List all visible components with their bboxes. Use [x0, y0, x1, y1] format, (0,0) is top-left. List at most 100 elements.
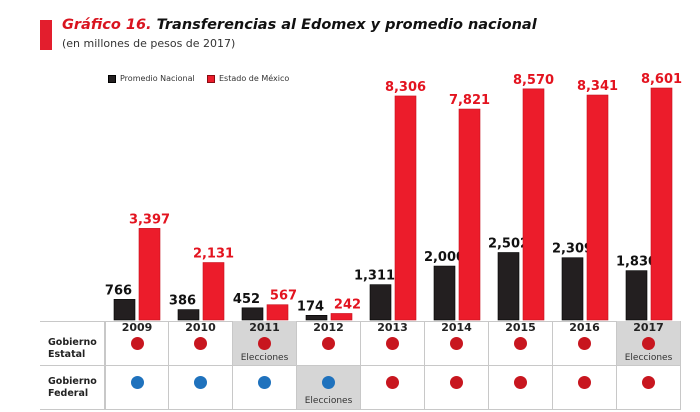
- bar-estado-de-mexico-2015: [522, 88, 545, 321]
- table-cell-federal-2010: [169, 366, 233, 410]
- bar-estado-de-mexico-2011: [266, 304, 289, 321]
- label-estado-de-mexico-2014: 7,821: [449, 93, 490, 108]
- label-estado-de-mexico-2015: 8,570: [513, 73, 554, 88]
- bar-promedio-nacional-2012: [305, 315, 328, 321]
- red-dot-icon: [450, 376, 463, 389]
- blue-dot-icon: [130, 376, 144, 389]
- table-cell-estatal-2011: 2011 Elecciones: [233, 321, 297, 366]
- table-cell-federal-2011: [233, 366, 297, 410]
- blue-dot-icon: [322, 376, 335, 389]
- bar-promedio-nacional-2009: [113, 299, 136, 321]
- bar-promedio-nacional-2011: [241, 307, 264, 321]
- bar-promedio-nacional-2015: [497, 252, 520, 321]
- label-promedio-nacional-2014: 2,000: [424, 250, 465, 265]
- title-accent-bar: [40, 20, 52, 50]
- bar-promedio-nacional-2013: [369, 284, 392, 321]
- bar-promedio-nacional-2016: [561, 257, 584, 321]
- chart-title-text: Transferencias al Edomex y promedio naci…: [151, 17, 537, 33]
- label-estado-de-mexico-2011: 567: [270, 289, 297, 304]
- red-dot-icon: [514, 376, 527, 389]
- red-dot-icon: [450, 337, 463, 350]
- year-label: 2014: [441, 321, 472, 334]
- legend-item-promedio-nacional: Promedio Nacional: [108, 74, 195, 83]
- table-cell-estatal-2012: 2012: [297, 321, 361, 366]
- table-cell-federal-2015: [489, 366, 553, 410]
- red-dot-icon: [578, 376, 591, 389]
- year-label: 2016: [569, 321, 600, 334]
- bar-estado-de-mexico-2016: [586, 94, 609, 321]
- bar-estado-de-mexico-2014: [458, 108, 481, 321]
- label-promedio-nacional-2010: 386: [169, 294, 196, 309]
- table-cell-federal-2016: [553, 366, 617, 410]
- table-cell-estatal-2013: 2013: [361, 321, 425, 366]
- bar-estado-de-mexico-2009: [138, 228, 161, 321]
- label-promedio-nacional-2017: 1,830: [616, 255, 657, 270]
- red-dot-icon: [386, 376, 399, 389]
- legend-label: Estado de México: [219, 74, 290, 83]
- bar-promedio-nacional-2017: [625, 270, 648, 321]
- red-dot-icon: [130, 337, 144, 350]
- table-label-cell: [40, 321, 105, 366]
- year-label: 2015: [505, 321, 536, 334]
- bar-estado-de-mexico-2013: [394, 95, 417, 321]
- year-label: 2009: [121, 321, 153, 334]
- label-estado-de-mexico-2016: 8,341: [577, 79, 618, 94]
- label-promedio-nacional-2011: 452: [233, 292, 260, 307]
- table-label-cell: [40, 366, 105, 410]
- row-label-line1: Gobierno: [48, 376, 97, 387]
- blue-dot-icon: [194, 376, 207, 389]
- table-cell-estatal-2010: 2010: [169, 321, 233, 366]
- table-cell-estatal-2009: 2009: [105, 321, 169, 366]
- label-estado-de-mexico-2013: 8,306: [385, 80, 426, 95]
- blue-dot-icon: [258, 376, 271, 389]
- label-promedio-nacional-2012: 174: [297, 299, 324, 314]
- red-dot-icon: [322, 337, 335, 350]
- year-label: 2017: [633, 321, 664, 334]
- row-label-gobierno-estatal: Gobierno Estatal: [48, 337, 97, 361]
- table-cell-federal-2013: [361, 366, 425, 410]
- year-label: 2011: [249, 321, 280, 334]
- row-label-gobierno-federal: Gobierno Federal: [48, 376, 97, 400]
- bar-estado-de-mexico-2012: [330, 313, 353, 321]
- red-dot-icon: [386, 337, 399, 350]
- label-promedio-nacional-2015: 2,502: [488, 237, 529, 252]
- bar-estado-de-mexico-2010: [202, 262, 225, 321]
- label-promedio-nacional-2009: 766: [105, 283, 132, 298]
- table-cell-estatal-2017: 2017 Elecciones: [617, 321, 681, 366]
- legend-swatch-black: [108, 74, 116, 83]
- table-cell-federal-2012: Elecciones: [297, 366, 361, 410]
- legend-swatch-red: [207, 74, 215, 83]
- elections-label: Elecciones: [304, 396, 353, 406]
- year-label: 2012: [313, 321, 344, 334]
- row-label-line2: Federal: [48, 388, 89, 399]
- bar-promedio-nacional-2010: [177, 309, 200, 321]
- bar-promedio-nacional-2014: [433, 265, 456, 321]
- table-cell-estatal-2015: 2015: [489, 321, 553, 366]
- label-estado-de-mexico-2010: 2,131: [193, 247, 234, 262]
- label-estado-de-mexico-2017: 8,601: [641, 72, 682, 87]
- table-cell-federal-2014: [425, 366, 489, 410]
- red-dot-icon: [642, 376, 655, 389]
- label-estado-de-mexico-2012: 242: [334, 297, 361, 312]
- table-cell-estatal-2016: 2016: [553, 321, 617, 366]
- red-dot-icon: [514, 337, 527, 350]
- red-dot-icon: [642, 337, 655, 350]
- red-dot-icon: [258, 337, 271, 350]
- chart-subtitle: (en millones de pesos de 2017): [62, 37, 236, 50]
- table-cell-federal-2017: [617, 366, 681, 410]
- year-label: 2013: [377, 321, 408, 334]
- red-dot-icon: [578, 337, 591, 350]
- chart-title-number: Gráfico 16.: [62, 17, 152, 33]
- legend-item-estado-de-mexico: Estado de México: [207, 74, 289, 83]
- label-promedio-nacional-2013: 1,311: [354, 269, 395, 284]
- elections-label: Elecciones: [624, 353, 673, 363]
- chart-title: Gráfico 16. Transferencias al Edomex y p…: [62, 17, 537, 33]
- bar-estado-de-mexico-2017: [650, 87, 673, 321]
- legend-label: Promedio Nacional: [120, 74, 195, 83]
- year-label: 2010: [185, 321, 216, 334]
- row-label-line2: Estatal: [48, 349, 86, 360]
- elections-label: Elecciones: [240, 353, 289, 363]
- table-cell-estatal-2014: 2014: [425, 321, 489, 366]
- red-dot-icon: [194, 337, 207, 350]
